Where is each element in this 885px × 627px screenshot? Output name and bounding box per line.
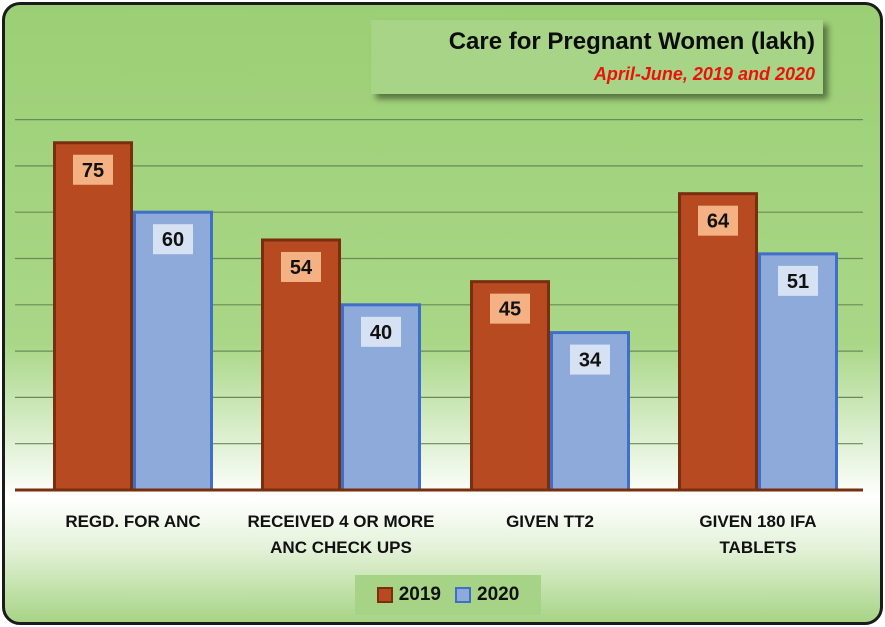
bar-2019-0 [53, 141, 133, 492]
data-label-box [778, 265, 818, 296]
x-tick-label: RECEIVED 4 OR MORE [247, 512, 434, 531]
data-label: 60 [162, 229, 184, 251]
data-label-box [73, 154, 113, 185]
legend-swatch-2020 [455, 587, 471, 603]
data-label: 34 [579, 350, 602, 372]
data-label-box [281, 251, 321, 282]
data-label-box [490, 293, 530, 324]
data-label: 54 [290, 257, 313, 279]
data-label: 40 [370, 322, 392, 344]
data-label: 64 [707, 211, 730, 233]
chart-title: Care for Pregnant Women (lakh) [448, 28, 815, 55]
legend-label-2020: 2020 [477, 584, 520, 605]
chart-subtitle: April-June, 2019 and 2020 [593, 64, 815, 84]
x-tick-label: REGD. FOR ANC [65, 512, 200, 531]
data-label: 51 [787, 271, 809, 293]
legend-entry-2019: 2019 [376, 584, 441, 606]
x-tick-label: GIVEN 180 IFA [699, 512, 816, 531]
data-label-box [361, 316, 401, 347]
data-label: 45 [499, 299, 521, 321]
data-label: 75 [82, 160, 104, 182]
legend-entry-2020: 2020 [455, 584, 519, 606]
title-box: Care for Pregnant Women (lakh) April-Jun… [371, 20, 823, 94]
legend-label-2019: 2019 [398, 584, 441, 605]
data-label-box [153, 224, 193, 255]
x-tick-label: ANC CHECK UPS [270, 538, 412, 557]
bar-chart: 75 60 REGD. FOR ANC 54 40 RECEIVED 4 OR MORE A… [15, 118, 863, 557]
legend-swatch-2019 [376, 587, 393, 603]
x-tick-label: TABLETS [719, 538, 796, 557]
bar-2019-3 [678, 192, 758, 492]
data-label-box [698, 205, 738, 236]
legend: 2019 2020 [355, 575, 541, 615]
data-label-box [570, 344, 610, 375]
x-tick-label: GIVEN TT2 [506, 512, 594, 531]
